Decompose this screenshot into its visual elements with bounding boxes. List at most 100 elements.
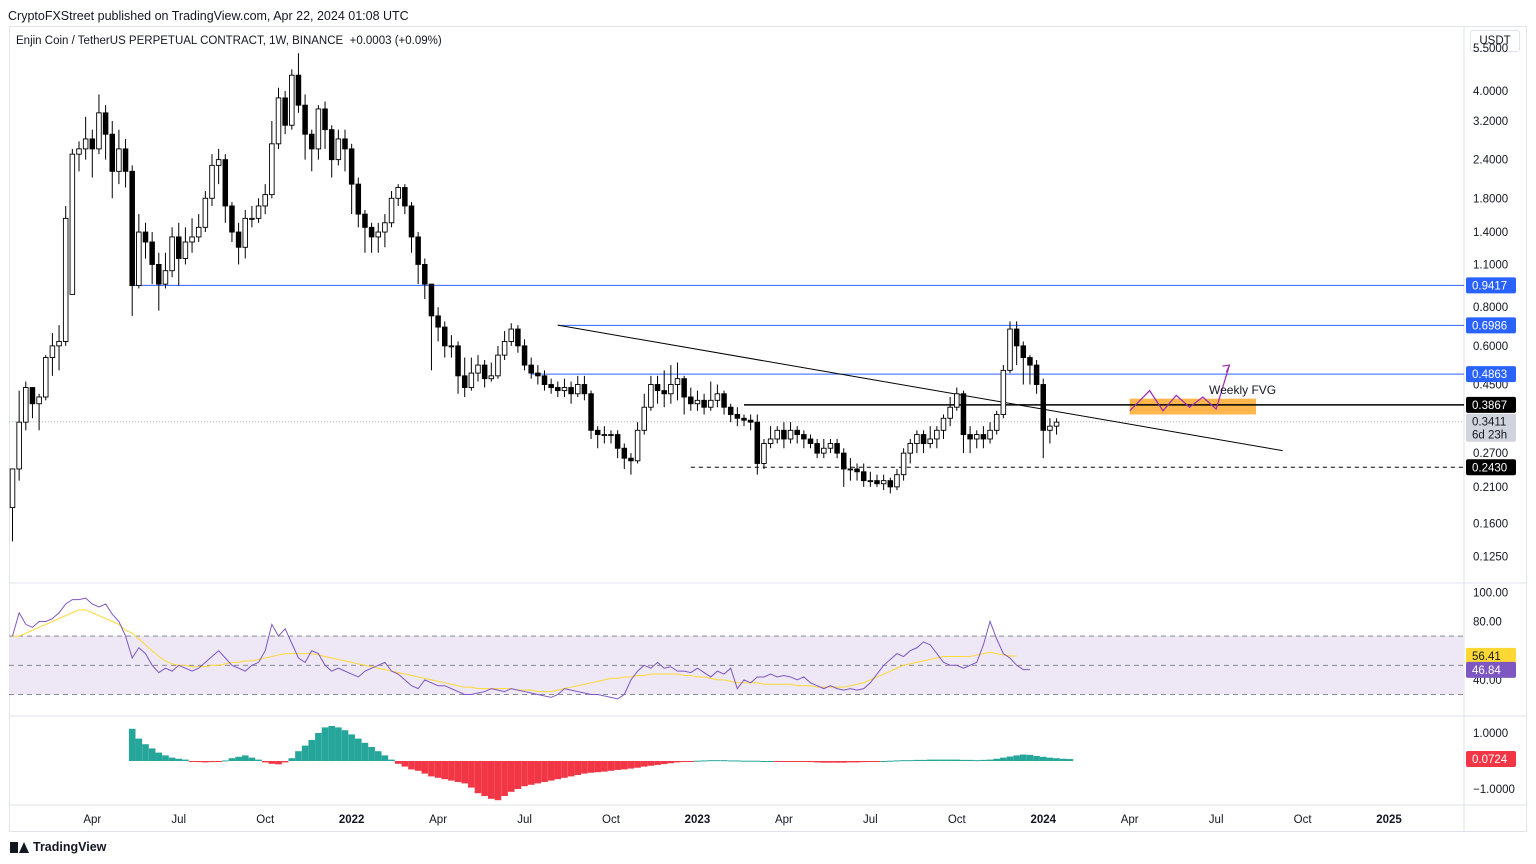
candle-body [594,429,601,436]
hist-bar [248,757,256,761]
x-tick-label: 2023 [685,814,711,826]
tradingview-footer[interactable]: TradingView [10,840,106,854]
candle-body [860,471,867,482]
hist-bar [168,757,176,761]
rsi-y-tick: 80.00 [1473,616,1502,628]
candle-body [82,138,89,150]
rsi-ma-label-bg [1466,647,1516,664]
hist-bar [660,761,668,765]
hist-bar [202,761,209,763]
hist-bar [807,761,814,763]
hist-bar [301,745,309,761]
y-tick-label: 3.2000 [1473,116,1508,128]
candle-body [974,434,980,440]
hist-bar [720,760,728,762]
hist-bar [488,761,495,799]
price-label-bg [1466,396,1516,413]
hist-bar [853,761,861,763]
x-tick-label: Apr [429,814,447,826]
x-tick-label: Jul [171,814,186,826]
candle-body [428,283,435,317]
symbol-title[interactable]: Enjin Coin / TetherUS PERPETUAL CONTRACT… [16,35,344,47]
chart-frame [9,26,1527,832]
price-label: 0.6986 [1472,320,1507,332]
hist-bar [813,761,821,763]
hist-bar [1039,756,1047,761]
y-tick-label: 5.5000 [1473,43,1508,55]
candle-body [727,406,734,415]
candle-body [295,74,302,106]
hist-bar [388,759,395,761]
hist-bar [840,761,848,763]
candle-body [1047,425,1053,431]
candle-body [122,148,129,172]
candle-body [581,384,588,395]
candle-body [235,231,242,248]
hist-bar [255,759,262,761]
hist-bar [700,760,708,762]
hist-bar [687,761,695,762]
candle-body [987,429,993,440]
candle-body [16,421,22,470]
x-tick-label: Jul [863,814,878,826]
y-tick-label: 1.4000 [1473,227,1508,239]
candle-body [96,112,102,150]
hist-bar [235,756,242,761]
candle-body [960,393,967,436]
y-tick-label: 0.8000 [1473,302,1508,314]
candle-body [674,378,681,385]
candle-body [209,164,215,199]
candle-body [368,226,375,238]
hist-bar [1026,754,1034,761]
candle-body [229,205,235,233]
candle-body [262,194,268,207]
x-tick-label: 2022 [339,814,365,826]
hist-bar [1006,756,1014,761]
hist-bar [335,727,342,761]
candle-body [967,434,973,440]
candle-body [43,357,49,398]
candle-body [255,205,262,219]
candle-body [215,159,222,166]
candle-body [515,328,521,347]
candle-body [694,399,701,405]
hist-bar [394,761,402,764]
candle-body [29,387,36,405]
hist-bar [521,761,528,787]
hist-bar [747,760,754,762]
candle-body [834,443,840,454]
hist-bar [920,759,927,761]
hist-bar [155,752,163,761]
hist-bar [567,761,575,777]
hist-bar [328,726,335,761]
hist-bar [434,761,442,778]
candle-body [195,226,202,238]
hist-bar [893,760,901,762]
candle-body [242,217,248,248]
x-tick-label: Oct [256,814,275,826]
currency-selector[interactable]: USDT [1470,30,1520,52]
candle-body [874,480,880,485]
hist-bar [554,761,562,780]
candle-body [89,138,96,150]
candle-body [189,236,195,243]
candle-body [402,187,408,207]
candle-body [315,108,322,150]
projection-path [1129,364,1231,412]
candle-body [335,138,342,161]
hist-bar [308,740,316,761]
hist-bar [973,760,981,762]
hist-bar [913,759,921,761]
candle-body [1053,421,1060,427]
candle-body [328,129,335,161]
hist-bar [581,761,588,774]
hist-bar [780,761,788,762]
hist-bar [514,761,522,789]
candle-body [302,104,308,135]
candle-body [362,213,368,228]
candle-body [435,315,441,328]
candle-body [9,468,16,509]
candle-body [867,480,874,483]
hist-bar [887,760,894,762]
